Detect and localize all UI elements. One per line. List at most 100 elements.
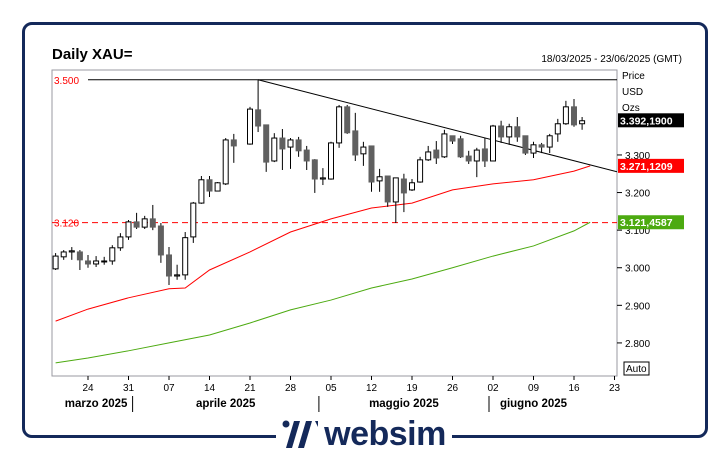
level-label-0: 3.500 — [54, 76, 79, 87]
candle — [303, 149, 310, 162]
auto-scale-button[interactable] — [623, 361, 650, 376]
unit-label-2: Ozs — [622, 103, 640, 114]
candle — [368, 145, 375, 183]
x-tick-label: 14 — [204, 383, 216, 394]
month-label: maggio 2025 — [369, 398, 439, 410]
candle — [206, 179, 213, 192]
moving-average-tag-0-bg — [618, 158, 684, 173]
month-label: marzo 2025 — [65, 398, 128, 410]
candle — [117, 236, 124, 249]
candle — [230, 139, 237, 147]
candle — [562, 106, 569, 125]
x-tick-label: 07 — [163, 383, 175, 394]
candle — [319, 177, 326, 180]
candle — [149, 218, 156, 228]
candle — [554, 123, 561, 135]
moving-average-tag-1: 3.121,4587 — [620, 217, 673, 229]
candle — [198, 179, 205, 204]
candle — [133, 221, 140, 228]
candle — [101, 260, 108, 263]
last-price-tag: 3.392,1900 — [620, 115, 673, 127]
x-tick-label: 12 — [366, 383, 378, 394]
last-price-tag-bg — [618, 113, 684, 128]
candle — [400, 178, 407, 194]
date-range: 18/03/2025 - 23/06/2025 (GMT) — [541, 54, 682, 65]
moving-average-tag-0: 3.271,1209 — [620, 161, 673, 173]
moving-average-line-0 — [55, 165, 591, 322]
candle — [457, 138, 464, 158]
candle — [538, 144, 545, 148]
level-label-1: 3.120 — [54, 219, 79, 230]
candle — [336, 106, 343, 144]
candle — [93, 260, 100, 265]
x-tick-label: 21 — [244, 383, 256, 394]
plot-layer — [52, 79, 617, 364]
y-tick-label: 3.000 — [625, 264, 650, 275]
x-tick-label: 09 — [528, 383, 540, 394]
y-tick-label: 2.800 — [625, 339, 650, 350]
candle — [311, 159, 318, 180]
candle — [522, 135, 529, 154]
candle — [125, 221, 132, 238]
candle — [68, 250, 75, 253]
candle — [279, 137, 286, 150]
candle — [449, 135, 456, 142]
candle — [392, 177, 399, 203]
candle — [498, 125, 505, 138]
x-tick-label: 02 — [487, 383, 499, 394]
candle — [328, 142, 334, 180]
candle — [360, 146, 367, 155]
y-tick-label: 2.900 — [625, 301, 650, 312]
auto-scale-label: Auto — [626, 364, 647, 375]
unit-label-0: Price — [622, 71, 645, 82]
candle — [295, 139, 302, 152]
candle — [409, 182, 415, 191]
candle — [490, 125, 496, 162]
candle — [109, 247, 116, 262]
x-tick-label: 05 — [325, 383, 337, 394]
candle — [433, 149, 440, 159]
candle — [52, 255, 59, 270]
candle — [352, 130, 359, 156]
logo-text: websim — [324, 415, 446, 453]
candle — [530, 144, 537, 154]
candle — [506, 126, 513, 138]
x-tick-label: 26 — [447, 383, 459, 394]
candle — [190, 202, 197, 238]
websim-logo-icon — [282, 420, 319, 448]
moving-average-line-1 — [55, 221, 591, 364]
moving-average-tag-1-bg — [618, 215, 684, 230]
y-tick-label: 3.100 — [625, 226, 650, 237]
candle — [465, 155, 472, 162]
chart-title: Daily XAU= — [52, 46, 133, 63]
candle — [579, 120, 586, 125]
candle — [481, 148, 488, 162]
candle — [376, 176, 383, 182]
x-tick-label: 31 — [123, 383, 135, 394]
month-label: aprile 2025 — [196, 398, 256, 410]
candle — [473, 149, 480, 162]
x-tick-label: 23 — [609, 383, 621, 394]
candle — [166, 254, 172, 277]
candle — [141, 218, 148, 228]
candle — [60, 251, 67, 258]
x-tick-label: 24 — [82, 383, 94, 394]
candle — [417, 159, 424, 183]
candle — [344, 106, 351, 134]
candle — [85, 260, 91, 265]
candle — [384, 175, 391, 203]
candle — [287, 139, 294, 148]
websim-logo: websim — [276, 416, 452, 452]
candle — [571, 106, 577, 126]
x-tick-label: 19 — [406, 383, 418, 394]
y-tick-label: 3.300 — [625, 151, 650, 162]
candle — [255, 109, 262, 127]
candle — [182, 237, 189, 276]
unit-label-1: USD — [622, 87, 643, 98]
candle — [441, 133, 448, 158]
candle — [76, 251, 83, 261]
month-label: giugno 2025 — [500, 398, 568, 410]
candle — [174, 274, 181, 277]
candle — [157, 225, 164, 256]
